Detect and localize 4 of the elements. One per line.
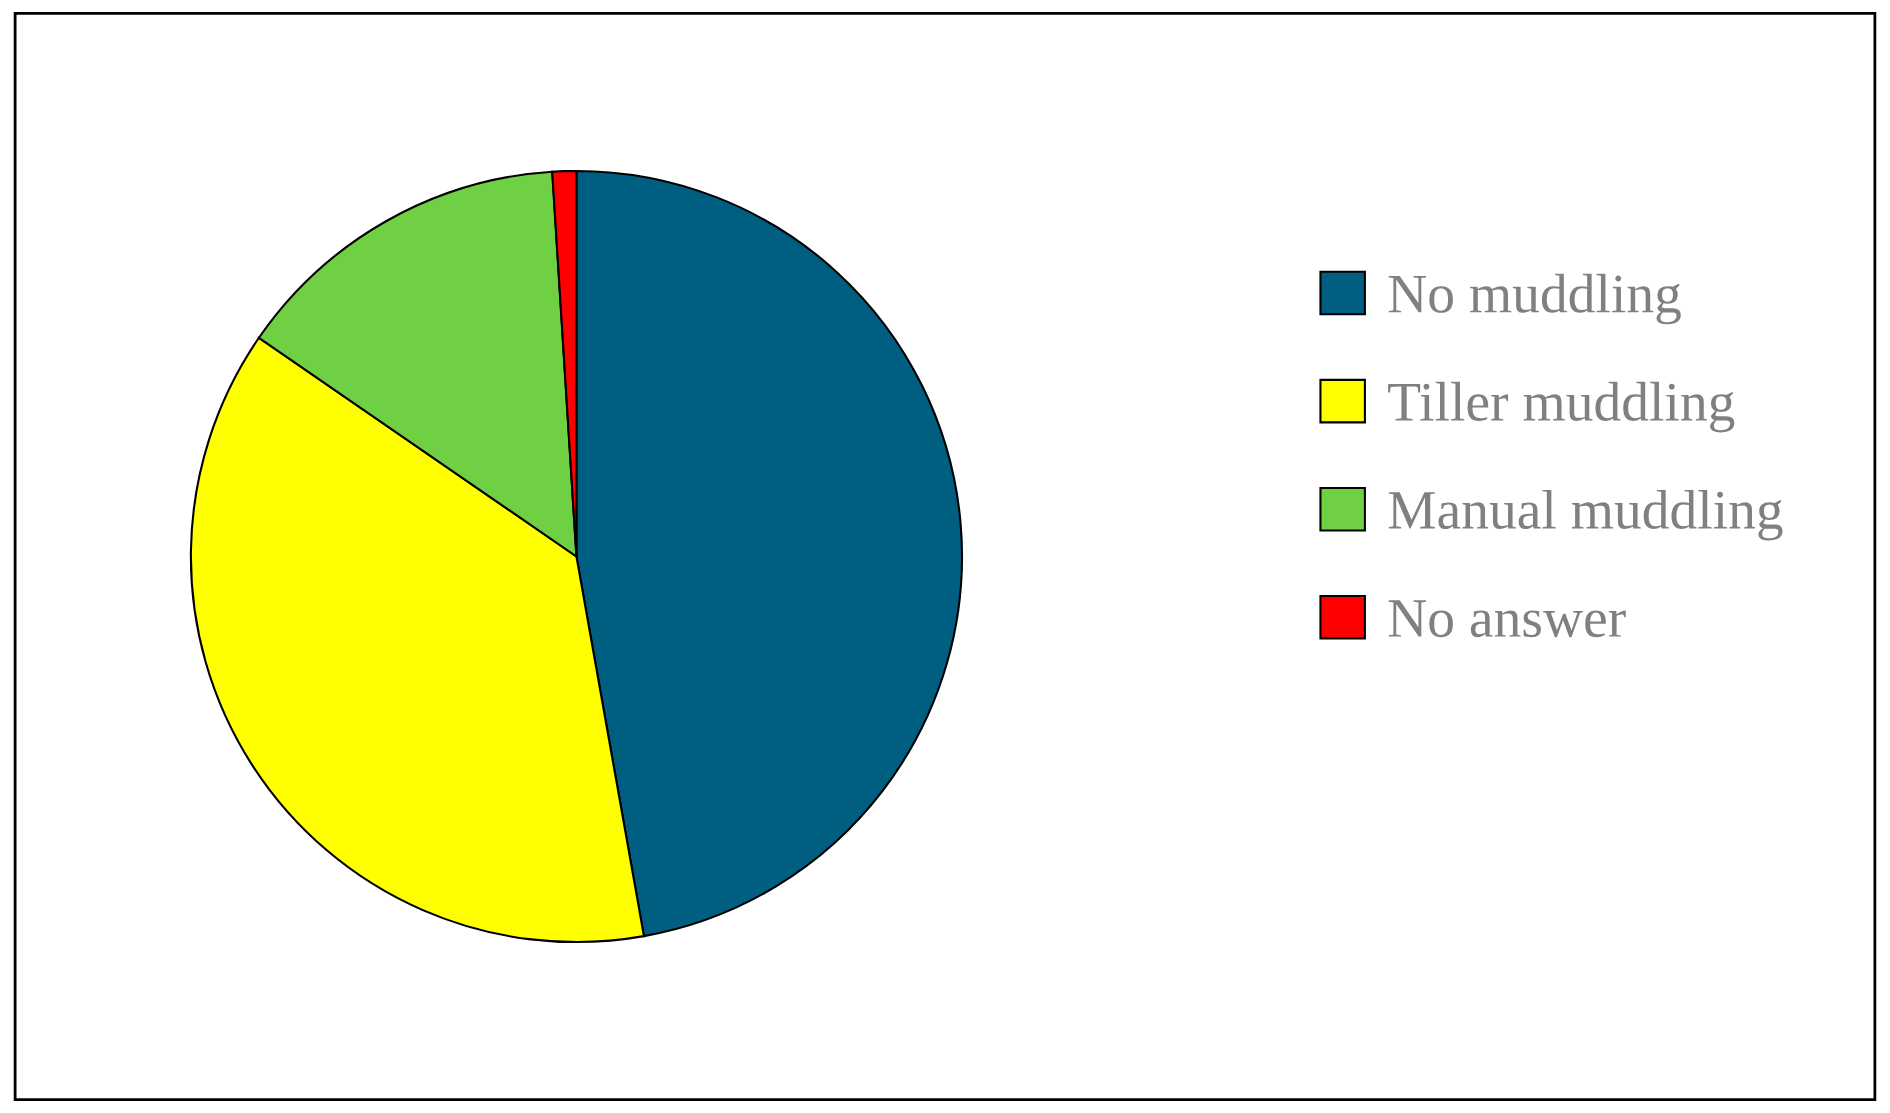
legend-label: No answer bbox=[1388, 600, 1626, 638]
legend-label: Manual muddling bbox=[1388, 489, 1783, 541]
legend-label: Tiller muddling bbox=[1388, 381, 1735, 433]
legend-label: No muddling bbox=[1388, 273, 1681, 325]
